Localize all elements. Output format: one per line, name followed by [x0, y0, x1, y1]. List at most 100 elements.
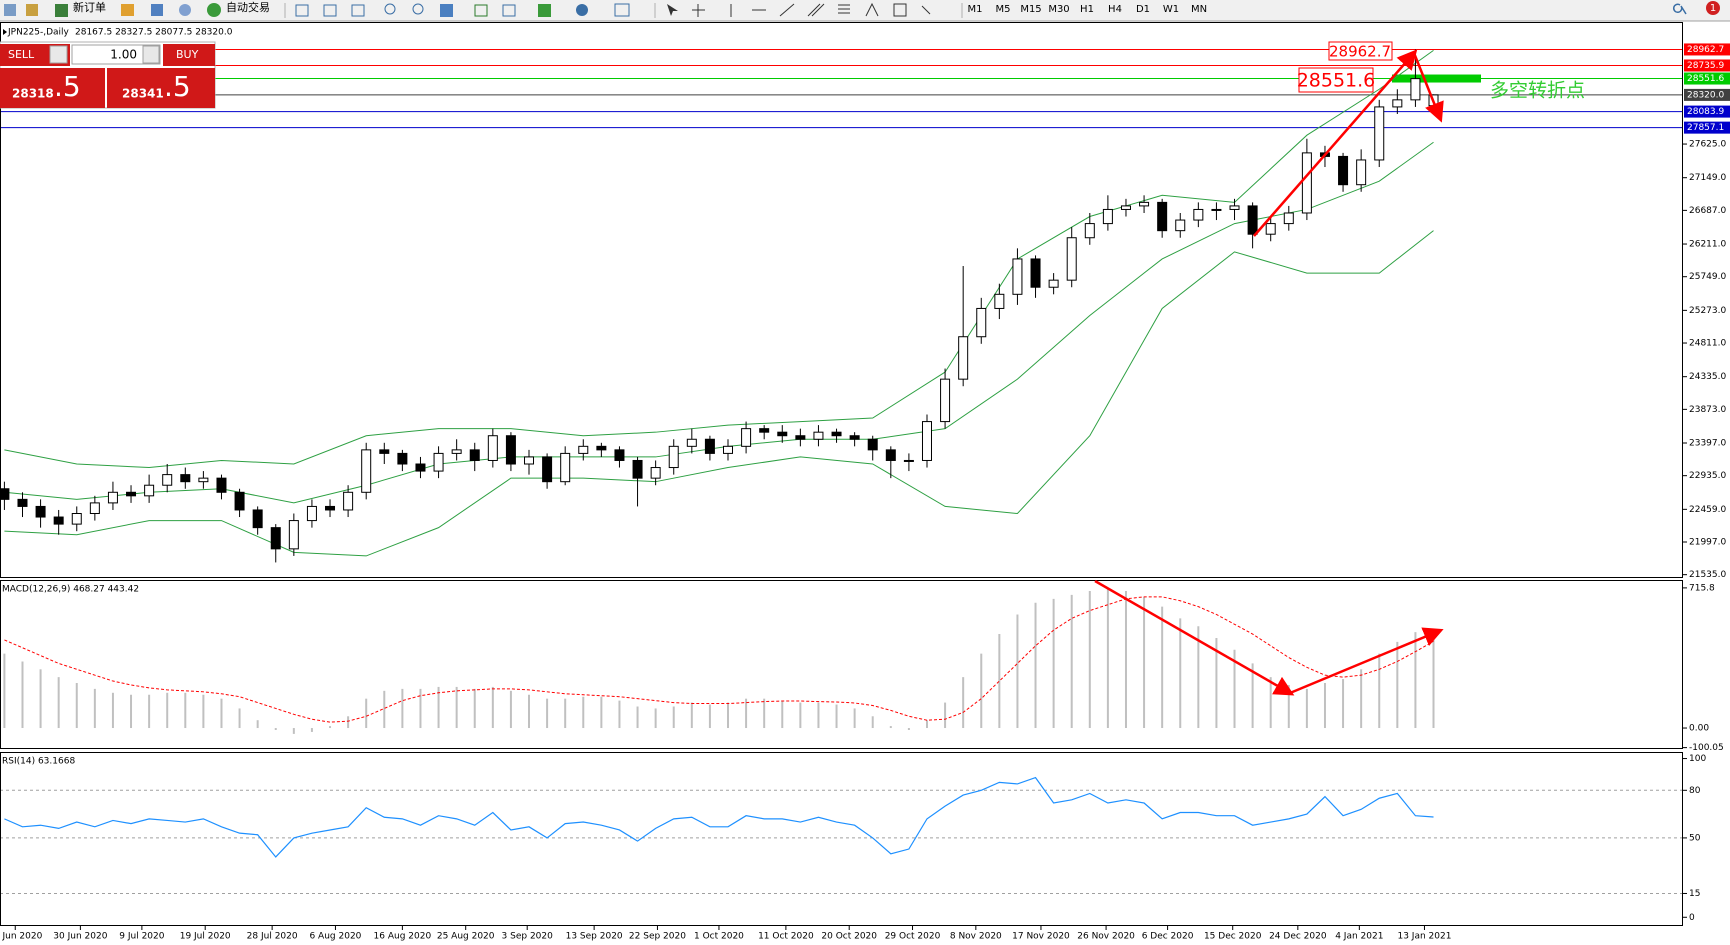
candle-body: [686, 438, 697, 447]
candle-body: [1338, 155, 1349, 186]
price-tag: [1684, 88, 1730, 101]
zoom-in[interactable]: [384, 3, 396, 15]
x-tick-label: 8 Nov 2020: [950, 932, 1002, 942]
down-arrow: [1412, 52, 1444, 123]
candle-body: [831, 431, 842, 437]
new-order-icon[interactable]: [55, 4, 68, 17]
notification-badge[interactable]: [1706, 1, 1720, 15]
channel-tool[interactable]: [807, 3, 825, 17]
price-tag-label: 28962.7: [1687, 45, 1724, 55]
candle-body: [343, 491, 354, 511]
candle-body: [1193, 208, 1204, 221]
arrow-tool[interactable]: [921, 5, 931, 15]
turn-text: 多空转折点: [1490, 80, 1585, 102]
cursor-tool[interactable]: [667, 4, 678, 16]
candle-body: [505, 435, 516, 465]
icon[interactable]: [295, 4, 309, 17]
text-tool[interactable]: [865, 2, 879, 17]
buy-price-frac[interactable]: .5: [164, 70, 191, 103]
sell-label[interactable]: SELL: [8, 48, 35, 61]
icon[interactable]: [614, 3, 630, 17]
candle-body: [1157, 201, 1168, 232]
auto-trading-icon[interactable]: [207, 3, 221, 17]
y-tick-label: 27149.0: [1689, 173, 1726, 183]
toolbar-bg: [0, 0, 1730, 21]
fibo-tool[interactable]: [838, 4, 850, 14]
y-tick-label: 24811.0: [1689, 339, 1726, 349]
x-tick-label: 3 Sep 2020: [502, 932, 554, 942]
timeframe-button[interactable]: H1: [1080, 4, 1094, 15]
timeframe-button[interactable]: M5: [996, 4, 1011, 15]
x-tick-label: 15 Dec 2020: [1204, 932, 1262, 942]
candle-body: [53, 516, 64, 525]
timeframe-button[interactable]: D1: [1136, 4, 1150, 15]
timeframe-button[interactable]: M15: [1020, 4, 1041, 15]
buy-price-box[interactable]: [107, 68, 215, 108]
timeframe-button[interactable]: H4: [1108, 4, 1122, 15]
icon[interactable]: [4, 4, 16, 16]
candle-body: [560, 452, 571, 483]
icon[interactable]: [151, 4, 163, 16]
candle-body: [1139, 201, 1150, 207]
sell-price-box[interactable]: [0, 68, 105, 108]
auto-trading[interactable]: 自动交易: [226, 0, 270, 14]
icon[interactable]: [502, 4, 516, 17]
timeframe-button[interactable]: MN: [1191, 4, 1207, 15]
lots-input[interactable]: [71, 44, 161, 65]
icon[interactable]: [323, 4, 337, 17]
candle-body: [325, 505, 336, 511]
candle-body: [71, 513, 82, 525]
icon[interactable]: [576, 4, 588, 16]
timeframe-button[interactable]: W1: [1163, 4, 1179, 15]
candle-body: [650, 467, 661, 479]
lots-down[interactable]: [49, 45, 68, 64]
candle-body: [1066, 237, 1077, 281]
candle-body: [107, 491, 118, 504]
label-tool[interactable]: [893, 3, 907, 17]
candle-body: [1229, 205, 1240, 210]
sell-price-main[interactable]: 28318: [12, 87, 54, 101]
buy-label[interactable]: BUY: [176, 48, 199, 61]
crosshair-tool[interactable]: [692, 4, 705, 17]
candle-body: [921, 421, 932, 461]
icon[interactable]: [440, 4, 453, 17]
trendline-tool[interactable]: [779, 3, 795, 17]
candle-body: [487, 435, 498, 461]
axes: 27625.0 27149.0 26687.0 26211.0 25749.0 25273…: [0, 43, 1730, 942]
candle-body: [1265, 223, 1276, 235]
x-tick-label: 4 Jan 2021: [1335, 932, 1383, 942]
candle-body: [397, 452, 408, 465]
y-tick-label: 0.00: [1689, 724, 1709, 734]
buy-price-main[interactable]: 28341: [122, 87, 164, 101]
icon[interactable]: [179, 4, 191, 16]
lots-up[interactable]: [142, 45, 160, 64]
zoom-out[interactable]: [412, 3, 424, 15]
x-tick-label: 22 Sep 2020: [629, 932, 686, 942]
candle-body: [958, 336, 969, 380]
search-icon[interactable]: [1673, 3, 1687, 15]
candle-body: [614, 449, 625, 461]
new-order[interactable]: 新订单: [73, 0, 106, 14]
price-tag-label: 28320.0: [1687, 90, 1724, 100]
icon[interactable]: [474, 4, 488, 17]
timeframe-button[interactable]: M30: [1048, 4, 1069, 15]
x-tick-label: 20 Oct 2020: [821, 932, 877, 942]
icon[interactable]: [26, 4, 38, 16]
candle-body: [216, 477, 227, 493]
buy-button[interactable]: [163, 44, 215, 66]
toolbar: 新订单 自动交易 M1 M5 M15 M30 H1 H4 D1 W1 MN 1: [0, 0, 1730, 22]
timeframe-button[interactable]: M1: [968, 4, 983, 15]
ohlc-header: 28167.5 28327.5 28077.5 28320.0: [75, 28, 233, 38]
notification-count: 1: [1710, 3, 1716, 14]
lots-value[interactable]: 1.00: [110, 48, 137, 62]
sell-price-frac[interactable]: .5: [54, 70, 81, 103]
candle-body: [35, 505, 46, 518]
icon[interactable]: [121, 4, 134, 16]
x-tick-label: 24 Dec 2020: [1269, 932, 1327, 942]
icon[interactable]: [351, 4, 365, 17]
candle-body: [1410, 78, 1421, 101]
x-tick-label: 11 Oct 2020: [758, 932, 814, 942]
candle-body: [433, 452, 444, 472]
candle-body: [867, 438, 878, 451]
icon[interactable]: [538, 4, 551, 17]
